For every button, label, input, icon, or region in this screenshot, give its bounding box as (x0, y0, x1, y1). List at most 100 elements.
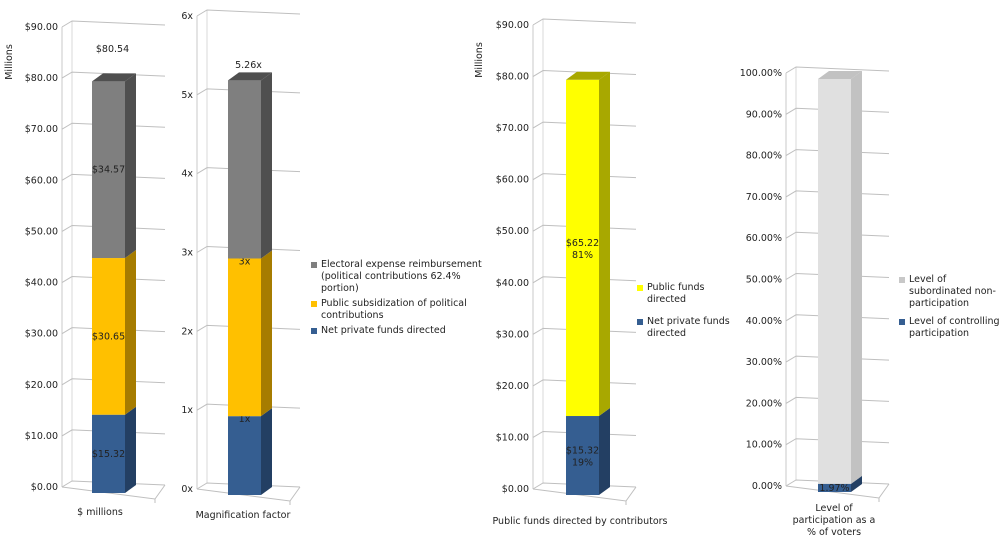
y-tick-label: $60.00 (496, 175, 529, 186)
legend-swatch (899, 277, 905, 283)
data-label: 1x (239, 414, 251, 425)
bar-segment-front (228, 258, 261, 417)
legend-swatch (311, 328, 317, 334)
data-label: $34.57 (92, 165, 125, 176)
bar-segment-side (125, 250, 136, 415)
gridline (61, 20, 166, 28)
bar-top-face (818, 71, 862, 79)
y-tick-label: 80.00% (746, 151, 782, 162)
y-tick-label: $70.00 (25, 124, 58, 135)
y-tick-label: $80.00 (496, 72, 529, 83)
chart-2: 0x 1x 2x 3x 4x 5x 6x 1x 3x 5.26x (181, 9, 301, 505)
y-tick-label: 100.00% (740, 68, 782, 79)
y-tick-label: 0.00% (752, 481, 782, 492)
bar-segment-front (92, 258, 125, 415)
y-tick-label: $40.00 (25, 278, 58, 289)
data-label: $65.22 (566, 238, 599, 249)
gridline (532, 18, 637, 26)
y-tick-label: 20.00% (746, 398, 782, 409)
bar-top-face (566, 71, 610, 80)
legend-label: Level of controlling participation (909, 316, 1000, 339)
data-label: $30.65 (92, 331, 125, 342)
total-label: $80.54 (96, 44, 129, 55)
legend-swatch (637, 319, 643, 325)
legend-swatch (637, 285, 643, 291)
data-label: 1.97% (819, 483, 849, 494)
y-tick-label: $40.00 (496, 278, 529, 289)
bar-segment-side (599, 408, 610, 495)
bar-segment-side (599, 71, 610, 417)
legend-label: Net private funds directed (321, 325, 446, 336)
legend-label: Electoral expense reimbursement (politic… (321, 259, 482, 294)
legend-label: Level of subordinated non-participation (909, 274, 996, 309)
bar-segment-side (125, 73, 136, 259)
legend-item-subordinated: Level of subordinated non-participation (899, 274, 1000, 310)
y-tick-label: $0.00 (31, 482, 58, 493)
y-tick-label: 4x (181, 169, 193, 180)
y-tick-label: 70.00% (746, 192, 782, 203)
y-tick-label: $50.00 (25, 226, 58, 237)
chart3-x-label: Public funds directed by contributors (492, 516, 668, 527)
bar-segment-front (818, 79, 851, 484)
bar-segment-front (566, 416, 599, 495)
data-label: $15.32 (566, 446, 599, 457)
gridline (196, 9, 301, 17)
y-tick-label: 6x (181, 11, 193, 22)
y-tick-label: 5x (181, 90, 193, 101)
bar-segment-front (818, 483, 851, 492)
y-tick-label: $10.00 (25, 431, 58, 442)
y-tick-label: 3x (181, 248, 193, 259)
chart2-x-label: Magnification factor (195, 510, 291, 521)
y-tick-label: 90.00% (746, 109, 782, 120)
chart1-x-label: $ millions (77, 507, 123, 518)
legend-swatch (311, 262, 317, 268)
bar-segment-side (851, 475, 862, 492)
y-tick-label: $60.00 (25, 175, 58, 186)
y-tick-label: 30.00% (746, 357, 782, 368)
chart-4: 0.00% 10.00% 20.00% 30.00% 40.00% 50.00% 60.00… (740, 66, 890, 502)
legend-item-controlling: Level of controlling participation (899, 316, 1000, 340)
bar-segment-side (261, 72, 272, 259)
y-tick-label: $30.00 (496, 329, 529, 340)
bar-segment-side (851, 71, 862, 484)
bar-segment-side (125, 406, 136, 493)
y-tick-label: 0x (181, 484, 193, 495)
bar-segment-side (261, 250, 272, 417)
chart4-x-label: Level of participation as a % of voters (792, 503, 876, 538)
bar-segment-front (92, 81, 125, 259)
data-label: 3x (239, 257, 251, 268)
y-tick-label: $50.00 (496, 226, 529, 237)
y-tick-label: 1x (181, 405, 193, 416)
y-tick-label: $90.00 (25, 22, 58, 33)
data-label-percent: 19% (572, 458, 593, 469)
chart3-legend: Public funds directed Net private funds … (637, 282, 737, 343)
gridline (785, 66, 890, 74)
bar-top-face (92, 73, 136, 82)
legend-label: Net private funds directed (647, 316, 730, 339)
data-label: $15.32 (92, 449, 125, 460)
legend-item-public: Public funds directed (637, 282, 737, 306)
y-tick-label: $70.00 (496, 123, 529, 134)
y-tick-label: 40.00% (746, 316, 782, 327)
bar-segment-front (228, 80, 261, 259)
y-tick-label: 50.00% (746, 275, 782, 286)
total-label: 5.26x (235, 60, 262, 71)
legend-item-subsidization: Public subsidization of political contri… (311, 298, 491, 322)
y-tick-label: $80.00 (25, 73, 58, 84)
legend-swatch (311, 301, 317, 307)
legend-item-electoral: Electoral expense reimbursement (politic… (311, 259, 491, 295)
y-tick-label: $30.00 (25, 329, 58, 340)
y-tick-label: $10.00 (496, 432, 529, 443)
bar-segment-front (228, 416, 261, 495)
legend-swatch (899, 319, 905, 325)
y-tick-label: 60.00% (746, 233, 782, 244)
legend-label: Public subsidization of political contri… (321, 298, 467, 321)
y-tick-label: $90.00 (496, 20, 529, 31)
bar-segment-side (261, 408, 272, 495)
chart1-legend: Electoral expense reimbursement (politic… (311, 259, 491, 340)
y-axis-title: Millions (4, 44, 15, 80)
chart4-legend: Level of subordinated non-participation … (899, 274, 1000, 343)
legend-item-net-private: Net private funds directed (637, 316, 737, 340)
y-axis-title: Millions (474, 42, 485, 78)
